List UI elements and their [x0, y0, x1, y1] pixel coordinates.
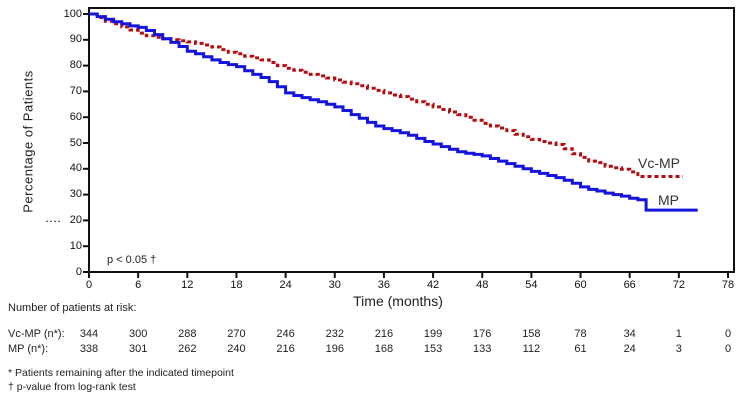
risk-value-vcmp: 34 [623, 328, 636, 340]
risk-value-mp: 196 [325, 343, 344, 355]
y-tick-label: 20 [69, 213, 82, 226]
risk-value-vcmp: 246 [276, 328, 295, 340]
risk-value-mp: 24 [623, 343, 636, 355]
risk-value-vcmp: 270 [227, 328, 246, 340]
x-tick-label: 66 [623, 279, 636, 291]
risk-value-vcmp: 344 [79, 328, 99, 340]
risk-value-mp: 168 [374, 343, 394, 355]
x-tick-label: 48 [476, 279, 489, 291]
x-tick-label: 72 [672, 279, 685, 291]
risk-value-mp: 216 [276, 343, 295, 355]
y-tick-label: 70 [69, 84, 82, 97]
risk-value-vcmp: 1 [675, 328, 682, 340]
y-tick-label: 30 [69, 188, 82, 201]
risk-value-mp: 112 [522, 343, 541, 355]
risk-value-vcmp: 300 [128, 328, 148, 340]
x-tick-label: 54 [525, 279, 538, 291]
x-tick-label: 12 [181, 279, 194, 291]
mp-curve [89, 12, 698, 212]
risk-value-vcmp: 216 [374, 328, 394, 340]
y-axis-title: Percentage of Patients [20, 70, 36, 213]
risk-value-vcmp: 288 [178, 328, 197, 340]
risk-value-vcmp: 232 [325, 328, 344, 340]
x-tick-label: 24 [279, 279, 292, 291]
risk-value-vcmp: 199 [423, 328, 443, 340]
risk-value-mp: 301 [128, 343, 148, 355]
legend-label-vcmp: Vc-MP [638, 155, 680, 171]
y-tick-label: 0 [75, 265, 82, 278]
footnote-asterisk: * Patients remaining after the indicated… [8, 367, 234, 379]
x-tick-label: 0 [85, 279, 93, 291]
risk-table-header: Number of patients at risk: [8, 302, 137, 314]
x-tick-label: 6 [135, 279, 142, 291]
risk-value-mp: 3 [675, 343, 682, 355]
x-axis-title: Time (months) [353, 293, 443, 309]
risk-value-mp: 61 [574, 343, 587, 355]
y-tick-label: 10 [69, 239, 82, 252]
risk-value-mp: 240 [227, 343, 246, 355]
x-tick-label: 42 [426, 279, 440, 291]
risk-row-label-mp: MP (n*): [8, 343, 49, 355]
risk-row-label-vcmp: Vc-MP (n*): [8, 328, 65, 340]
risk-value-mp: 153 [423, 343, 443, 355]
x-tick-label: 60 [574, 279, 587, 291]
risk-value-vcmp: 176 [473, 328, 492, 340]
y-tick-label: 40 [69, 162, 82, 175]
risk-value-mp: 338 [79, 343, 99, 355]
y-tick-label: 100 [63, 7, 82, 20]
risk-value-vcmp: 0 [724, 328, 732, 340]
x-tick-label: 78 [721, 279, 735, 291]
x-tick-label: 36 [377, 279, 391, 291]
plot-area [46, 7, 735, 278]
risk-value-vcmp: 78 [574, 328, 587, 340]
y-tick-label: 80 [69, 59, 82, 72]
legend-label-mp: MP [658, 192, 679, 208]
x-tick-label: 18 [230, 279, 243, 291]
y-tick-label: 60 [69, 110, 82, 123]
y-tick-label: 50 [69, 136, 82, 149]
y-tick-label: 90 [69, 33, 82, 46]
pvalue-annotation: p < 0.05 † [107, 254, 157, 266]
x-tick-label: 30 [328, 279, 341, 291]
risk-value-mp: 133 [473, 343, 492, 355]
plot-box [88, 7, 735, 273]
footnote-dagger: † p-value from log-rank test [8, 381, 136, 393]
vcmp-curve [89, 12, 683, 178]
risk-value-mp: 0 [724, 343, 732, 355]
risk-value-mp: 262 [178, 343, 197, 355]
risk-value-vcmp: 158 [522, 328, 541, 340]
